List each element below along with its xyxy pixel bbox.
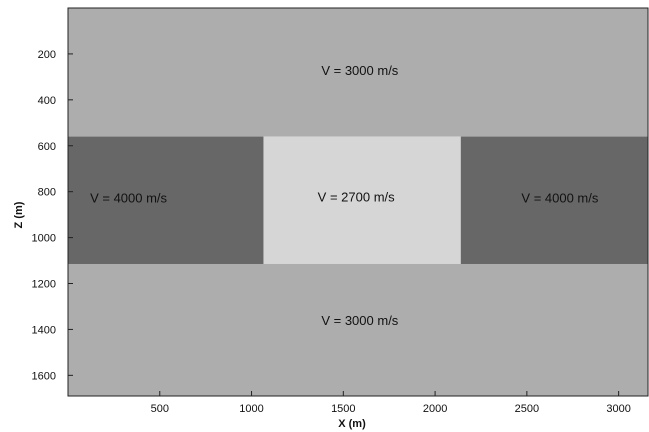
x-axis-title: X (m) — [338, 418, 366, 430]
y-tick-label: 1200 — [32, 279, 56, 291]
velocity-regions — [68, 8, 648, 396]
y-tick-label: 1000 — [32, 233, 56, 245]
y-tick-label: 400 — [38, 95, 56, 107]
plot-frame — [67, 7, 649, 397]
velocity-region-1 — [68, 8, 648, 137]
region-label-1: V = 3000 m/s — [321, 63, 398, 78]
velocity-region-5 — [68, 263, 648, 396]
x-tick-label: 1500 — [331, 403, 355, 415]
y-tick-label: 200 — [38, 49, 56, 61]
y-tick-label: 1600 — [32, 370, 56, 382]
region-labels: V = 3000 m/s V = 4000 m/s V = 2700 m/s V = … — [90, 63, 599, 328]
region-label-5: V = 3000 m/s — [321, 313, 398, 328]
velocity-region-2 — [68, 136, 264, 264]
x-axis-ticks: 500 1000 1500 2000 2500 3000 — [151, 391, 631, 415]
x-tick-label: 1000 — [239, 403, 263, 415]
y-axis-title: Z (m) — [13, 201, 25, 228]
y-tick-label: 1400 — [32, 324, 56, 336]
x-tick-label: 3000 — [606, 403, 630, 415]
velocity-region-4 — [460, 136, 648, 264]
y-tick-label: 800 — [38, 187, 56, 199]
region-label-2: V = 4000 m/s — [90, 190, 167, 205]
x-tick-label: 2000 — [423, 403, 447, 415]
velocity-region-3 — [263, 136, 461, 264]
region-label-3: V = 2700 m/s — [318, 189, 395, 204]
y-axis-ticks: 200 400 600 800 1000 1200 1400 1600 — [32, 49, 73, 382]
region-label-4: V = 4000 m/s — [521, 190, 598, 205]
x-tick-label: 2500 — [515, 403, 539, 415]
y-tick-label: 600 — [38, 141, 56, 153]
x-tick-label: 500 — [151, 403, 169, 415]
